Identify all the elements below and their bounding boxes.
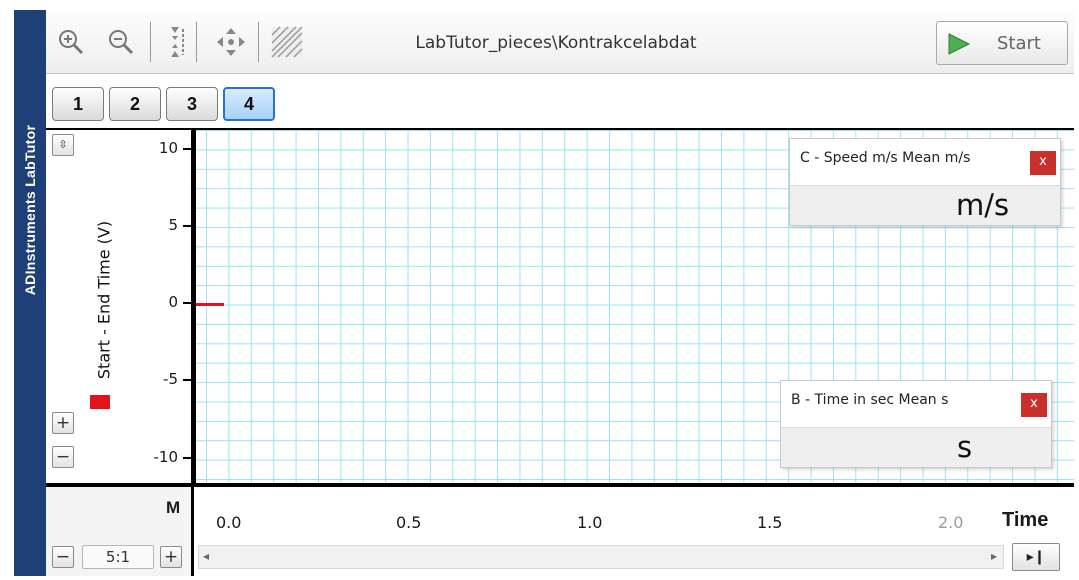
x-axis-label: Time <box>1002 509 1049 531</box>
speed-unit: m/s <box>956 188 1010 222</box>
y-axis-line <box>191 130 194 485</box>
brand-label: ADInstruments LabTutor <box>22 124 38 296</box>
signal-trace <box>196 303 224 306</box>
tab-3[interactable]: 3 <box>166 87 218 121</box>
scale-control-button[interactable]: ⇳ <box>52 134 74 156</box>
zoom-in-button[interactable] <box>54 25 88 59</box>
scroll-right-icon[interactable]: ▸ <box>990 549 997 563</box>
time-zoom-out-button[interactable]: − <box>52 546 74 568</box>
x-tick-label: 0.0 <box>216 513 242 532</box>
x-tick-label: 1.0 <box>577 513 603 532</box>
scroll-to-end-button[interactable]: ▸❙ <box>1012 543 1060 571</box>
x-tick-label: 2.0 <box>938 513 964 532</box>
y-axis-strip: ⇳ Start - End Time (V) + − 10 5 0 -5 -10 <box>46 130 194 485</box>
zoom-in-icon <box>59 30 84 55</box>
y-zoom-out-button[interactable]: − <box>52 446 74 468</box>
time-value-panel[interactable]: B - Time in sec Mean s x s <box>780 380 1052 468</box>
zoom-out-icon <box>109 30 134 55</box>
main-area: LabTutor_pieces\Kontrakcelabdat Start 1 … <box>46 10 1074 576</box>
horizontal-zoom-value: 5:1 <box>82 545 154 569</box>
toolbar-separator <box>196 22 197 62</box>
panel-value-display: m/s <box>790 185 1060 225</box>
start-label: Start <box>997 33 1041 54</box>
sidebar: ADInstruments LabTutor <box>14 10 46 576</box>
tab-1[interactable]: 1 <box>52 87 104 121</box>
channel-label: Start - End Time (V) <box>94 220 114 380</box>
y-tick-mark <box>183 302 192 304</box>
y-zoom-in-button[interactable]: + <box>52 412 74 434</box>
start-button[interactable]: Start <box>936 21 1068 65</box>
panel-title: C - Speed m/s Mean m/s <box>800 150 971 166</box>
y-tick-label: -5 <box>163 370 178 388</box>
play-icon <box>948 33 971 55</box>
toolbar: LabTutor_pieces\Kontrakcelabdat Start <box>46 10 1074 74</box>
y-tick-label: 5 <box>168 216 178 234</box>
hatch-button[interactable] <box>270 25 304 59</box>
toolbar-separator <box>150 22 151 62</box>
scroll-left-icon[interactable]: ◂ <box>203 549 210 563</box>
file-title: LabTutor_pieces\Kontrakcelabdat <box>415 33 697 53</box>
channel-color-swatch <box>90 395 110 409</box>
pan-icon <box>217 28 245 56</box>
hatch-pattern-icon <box>271 26 303 58</box>
y-tick-mark <box>183 225 192 227</box>
y-tick-label: 0 <box>168 293 178 311</box>
vertical-autoscale-button[interactable] <box>158 25 192 59</box>
time-axis-area: M − 5:1 + 0.0 0.5 1.0 1.5 2.0 Time ◂ ▸ ▸… <box>46 483 1074 576</box>
zoom-out-button[interactable] <box>104 25 138 59</box>
y-tick-label: -10 <box>153 448 179 466</box>
close-icon[interactable]: x <box>1030 151 1056 175</box>
tab-2[interactable]: 2 <box>109 87 161 121</box>
close-icon[interactable]: x <box>1021 393 1047 417</box>
panel-title: B - Time in sec Mean s <box>791 392 949 408</box>
marker-label[interactable]: M <box>166 498 181 517</box>
x-tick-label: 0.5 <box>396 513 422 532</box>
y-tick-mark <box>183 148 192 150</box>
y-tick-mark <box>183 379 192 381</box>
speed-value-panel[interactable]: C - Speed m/s Mean m/s x m/s <box>789 138 1061 226</box>
labtutor-window: ADInstruments LabTutor <box>14 10 1074 576</box>
page-tabs: 1 2 3 4 <box>46 74 1074 128</box>
toolbar-separator <box>258 22 259 62</box>
vertical-autoscale-icon <box>171 27 184 57</box>
x-tick-label: 1.5 <box>757 513 783 532</box>
pan-button[interactable] <box>214 25 248 59</box>
y-tick-mark <box>183 457 192 459</box>
time-controls: M − 5:1 + <box>46 487 194 576</box>
time-scrollbar[interactable]: ◂ ▸ <box>198 545 1004 569</box>
panel-value-display: s <box>781 427 1051 467</box>
chart-pane: ⇳ Start - End Time (V) + − 10 5 0 -5 -10 <box>46 128 1074 485</box>
scale-icon: ⇳ <box>58 138 68 151</box>
y-tick-label: 10 <box>158 139 178 157</box>
tab-4[interactable]: 4 <box>223 87 275 121</box>
time-unit: s <box>957 430 973 464</box>
time-zoom-in-button[interactable]: + <box>160 546 182 568</box>
